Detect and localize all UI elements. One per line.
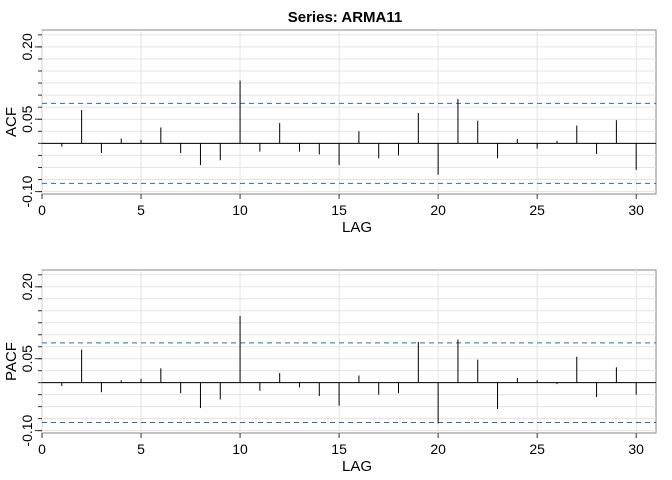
pacf-y-tick-label: 0.20: [19, 273, 35, 300]
acf-x-axis-label: LAG: [342, 219, 372, 236]
acf-y-tick-label: 0.20: [19, 33, 35, 60]
acf-y-tick-label: -0.10: [19, 175, 35, 207]
pacf-x-tick-label: 25: [529, 441, 545, 457]
panels-group: -0.10 0.05 0.20 0 5 10 15 20 25 30 LAG ACF -0.10 0.05…: [3, 29, 657, 475]
acf-x-tick-label: 30: [628, 202, 644, 218]
pacf-y-tick-label: -0.10: [19, 414, 35, 446]
acf-x-tick-label: 5: [137, 202, 145, 218]
acf-x-tick-label: 10: [232, 202, 248, 218]
acf-y-axis-label: ACF: [3, 107, 20, 137]
acf-x-tick-label: 0: [38, 202, 46, 218]
pacf-panel: -0.10 0.05 0.20 0 5 10 15 20 25 30 LAG PACF: [3, 269, 657, 475]
acf-x-tick-label: 15: [331, 202, 347, 218]
pacf-x-tick-label: 10: [232, 441, 248, 457]
acf-x-tick-label: 25: [529, 202, 545, 218]
acf-y-tick-label: 0.05: [19, 105, 35, 132]
pacf-x-tick-label: 0: [38, 441, 46, 457]
acf-x-tick-label: 20: [430, 202, 446, 218]
pacf-x-tick-label: 20: [430, 441, 446, 457]
pacf-y-axis-label: PACF: [3, 342, 20, 381]
pacf-plot-area: [41, 269, 657, 434]
pacf-x-tick-label: 5: [137, 441, 145, 457]
acf-panel: -0.10 0.05 0.20 0 5 10 15 20 25 30 LAG ACF: [3, 29, 657, 236]
acf-plot-area: [41, 29, 657, 195]
pacf-y-tick-label: 0.05: [19, 345, 35, 372]
pacf-x-tick-label: 30: [628, 441, 644, 457]
pacf-x-tick-label: 15: [331, 441, 347, 457]
pacf-x-axis-label: LAG: [342, 458, 372, 475]
chart-title: Series: ARMA11: [288, 9, 403, 26]
